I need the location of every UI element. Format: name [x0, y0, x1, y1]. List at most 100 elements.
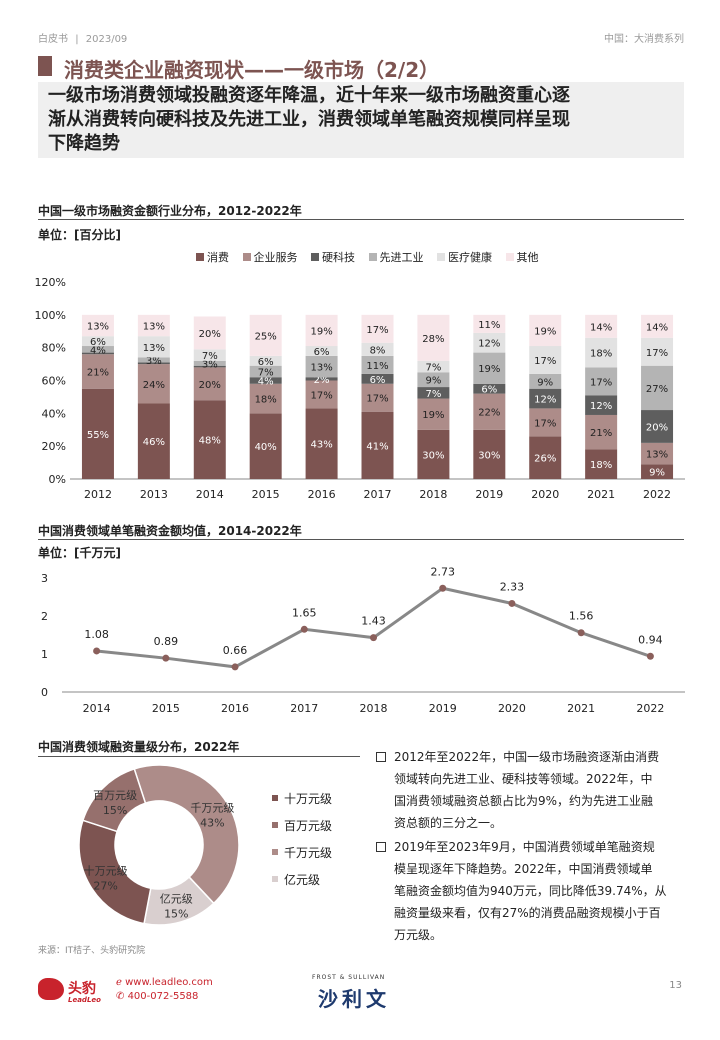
data-point: [300, 625, 308, 633]
bar-data-label: 8%: [370, 345, 386, 356]
bar-data-label: 13%: [143, 322, 165, 333]
bar-segment: [529, 408, 562, 437]
bar-data-label: 18%: [590, 349, 612, 360]
bar-segment: [417, 314, 450, 361]
bar-data-label: 21%: [87, 367, 109, 378]
data-point: [577, 629, 585, 637]
x-tick-label: 2017: [290, 702, 318, 715]
legend-label: 硬科技: [322, 251, 355, 264]
data-label: 2.73: [430, 565, 455, 578]
data-point: [439, 584, 447, 592]
x-tick-label: 2021: [587, 488, 615, 501]
header-separator: |: [75, 34, 79, 45]
bar-data-label: 17%: [534, 418, 556, 429]
bar-data-label: 17%: [534, 356, 556, 367]
data-label: 1.43: [361, 615, 386, 628]
header-left: 白皮书 | 2023/09: [38, 30, 127, 45]
bar-segment: [81, 346, 114, 353]
bar-segment: [249, 314, 282, 356]
bar-data-label: 43%: [310, 440, 332, 451]
data-point: [93, 647, 101, 655]
bar-data-label: 21%: [590, 428, 612, 439]
y-tick-label: 0: [41, 686, 48, 699]
legend-item: 医疗健康: [437, 249, 492, 265]
source-note: 来源：IT桔子、头豹研究院: [38, 946, 146, 956]
bar-segment: [417, 387, 450, 399]
bar-data-label: 41%: [366, 441, 388, 452]
bar-segment: [641, 365, 674, 411]
bar-segment: [641, 314, 674, 338]
data-point: [508, 599, 516, 607]
bar-data-label: 11%: [478, 320, 500, 331]
legend-label: 百万元级: [284, 819, 333, 833]
chart1-unit: 单位：[百分比]: [38, 228, 121, 242]
bar-data-label: 3%: [146, 356, 162, 367]
legend-swatch: [368, 253, 377, 261]
key-findings: 2012年至2022年，中国一级市场融资逐渐由消费 领域转向先进工业、硬科技等领…: [376, 746, 682, 948]
finding-line: 万元级。: [394, 928, 443, 942]
y-tick-label: 1: [41, 648, 48, 661]
bar-segment: [193, 367, 226, 401]
bar-segment: [473, 314, 506, 333]
bar-segment: [641, 337, 674, 366]
chart3-divider: [38, 756, 360, 757]
legend-label: 其他: [516, 251, 539, 264]
bar-data-label: 6%: [314, 347, 330, 358]
bar-segment: [81, 336, 114, 347]
subtitle-line: 渐从消费转向硬科技及先进工业，消费领域单笔融资规模同样呈现: [48, 109, 570, 130]
partner-cn: 沙利文: [318, 987, 390, 1011]
legend-swatch: [196, 253, 204, 261]
bar-data-label: 22%: [478, 408, 500, 419]
bar-segment: [417, 372, 450, 388]
page-number: 13: [669, 980, 682, 991]
y-tick-label: 20%: [42, 440, 66, 453]
donut-slice: [81, 767, 147, 833]
y-tick-label: 0%: [49, 473, 66, 486]
legend-item: 百万元级: [272, 819, 332, 846]
slice-value: 15%: [103, 804, 127, 817]
bar-segment: [473, 352, 506, 384]
x-tick-label: 2018: [360, 702, 388, 715]
legend-item: 硬科技: [311, 249, 355, 265]
phone-text: 400-072-5588: [127, 991, 199, 1002]
bar-segment: [585, 367, 618, 396]
bar-segment: [305, 346, 338, 356]
chart3-legend: 十万元级 百万元级 千万元级 亿元级: [272, 792, 332, 900]
x-tick-label: 2015: [252, 488, 280, 501]
x-tick-label: 2012: [84, 488, 112, 501]
bar-data-label: 7%: [425, 363, 441, 374]
data-label: 2.33: [500, 580, 525, 593]
bar-data-label: 25%: [255, 331, 277, 342]
y-tick-label: 80%: [42, 342, 66, 355]
bar-segment: [137, 336, 170, 358]
donut-slice: [133, 764, 240, 905]
donut-slice: [78, 819, 152, 925]
legend-swatch: [272, 849, 278, 855]
bar-data-label: 6%: [258, 357, 274, 368]
x-tick-label: 2014: [83, 702, 111, 715]
x-tick-label: 2019: [429, 702, 457, 715]
brand-cn: 头豹: [68, 981, 96, 997]
website-link[interactable]: ℯ www.leadleo.com: [116, 976, 213, 990]
contact-info: ℯ www.leadleo.com ✆ 400-072-5588: [116, 976, 213, 1004]
bar-data-label: 19%: [478, 364, 500, 375]
bar-segment: [473, 332, 506, 353]
bar-data-label: 12%: [534, 395, 556, 406]
bar-data-label: 24%: [143, 380, 165, 391]
legend-swatch: [272, 876, 278, 882]
bar-segment: [641, 410, 674, 443]
bar-segment: [81, 354, 114, 389]
bar-data-label: 9%: [425, 376, 441, 387]
bar-data-label: 6%: [481, 385, 497, 396]
bar-data-label: 2%: [314, 375, 330, 386]
title-marker: [38, 56, 52, 76]
bar-data-label: 12%: [478, 339, 500, 350]
bar-data-label: 19%: [422, 410, 444, 421]
finding-line: 2012年至2022年，中国一级市场融资逐渐由消费: [394, 750, 660, 764]
bar-data-label: 17%: [310, 390, 332, 401]
bar-data-label: 40%: [255, 442, 277, 453]
bar-segment: [81, 388, 114, 479]
legend-label: 亿元级: [284, 873, 321, 887]
bar-data-label: 20%: [646, 422, 668, 433]
data-point: [231, 663, 239, 671]
